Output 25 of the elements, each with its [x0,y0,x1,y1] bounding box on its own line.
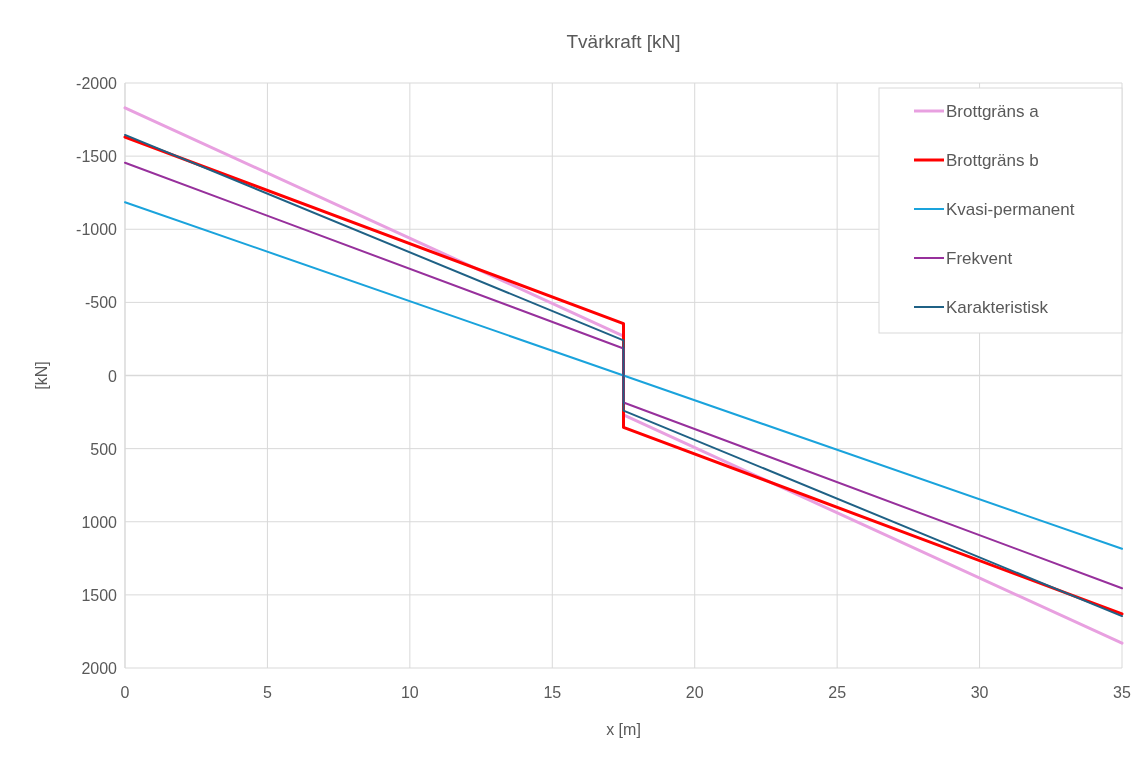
y-tick-label: -1500 [76,148,118,166]
x-tick-label: 5 [262,684,272,701]
x-tick-label: 0 [120,684,130,701]
y-tick-label: 1000 [81,513,118,531]
y-tick-label: -1000 [76,221,118,239]
x-tick-label: 25 [828,684,847,701]
y-tick-label: 0 [108,367,118,385]
x-tick-label: 20 [685,684,704,701]
legend-label: Kvasi-permanent [946,200,1075,219]
x-tick-label: 15 [543,684,562,701]
legend-label: Karakteristisk [946,298,1049,317]
y-tick-label: -2000 [76,75,118,92]
y-tick-label: 500 [90,440,118,458]
legend-label: Brottgräns b [946,151,1039,170]
legend-label: Brottgräns a [946,102,1040,121]
chart-title: Tvärkraft [kN] [566,31,681,52]
y-tick-label: 2000 [81,660,118,677]
y-axis-title: [kN] [33,361,50,390]
legend-label: Frekvent [946,249,1013,268]
x-tick-label: 10 [400,684,419,701]
y-tick-label: 1500 [81,586,118,604]
x-tick-label: 35 [1113,684,1131,701]
x-tick-label: 30 [970,684,989,701]
x-axis-title: x [m] [606,721,641,738]
y-tick-label: -500 [84,294,118,312]
